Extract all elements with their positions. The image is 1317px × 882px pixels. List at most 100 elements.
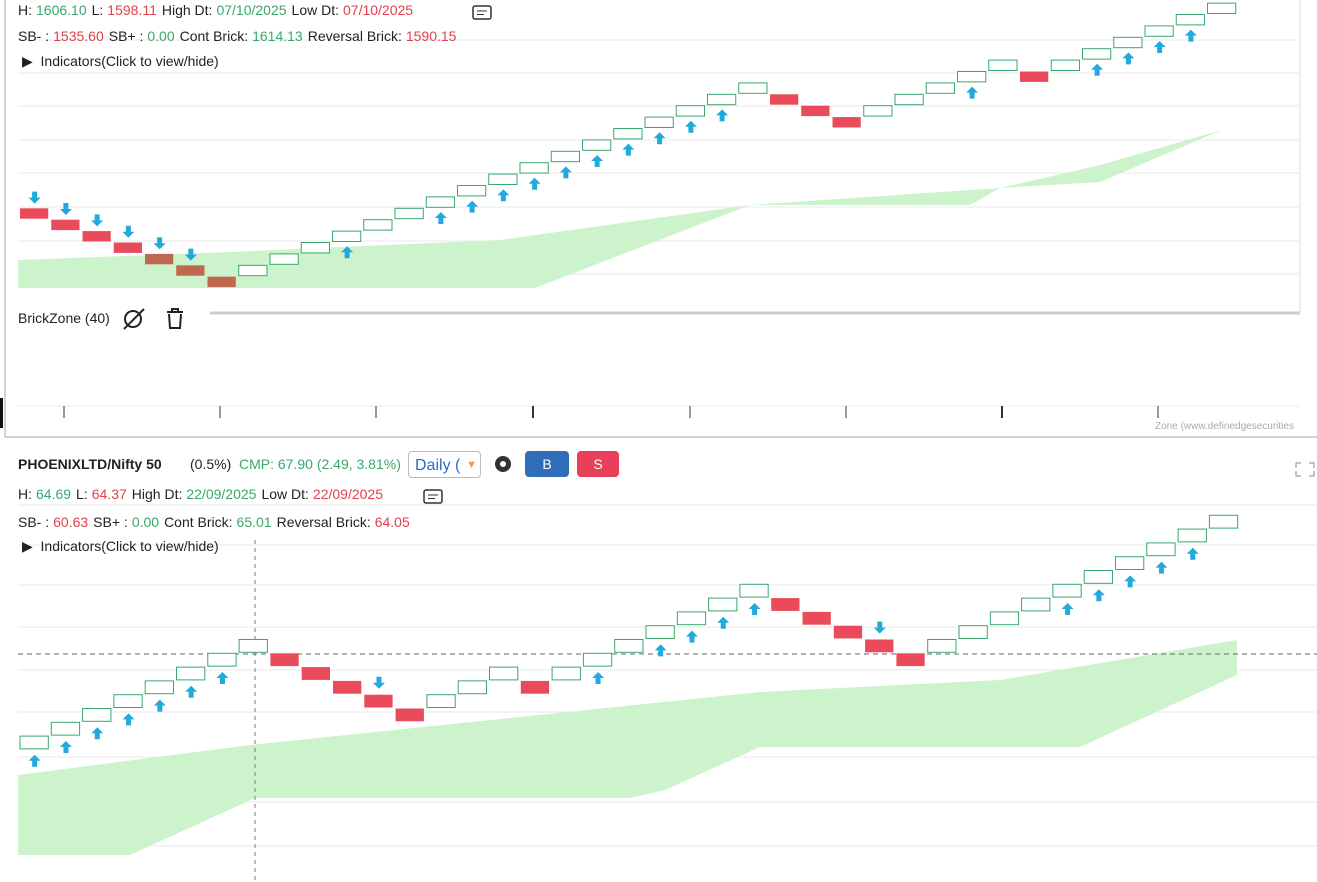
up-arrow <box>966 86 979 99</box>
down-brick <box>20 208 49 219</box>
stat-label: High Dt: <box>131 486 183 502</box>
up-brick <box>113 694 143 709</box>
up-brick <box>958 625 988 640</box>
up-arrow <box>466 200 479 213</box>
up-brick <box>1207 2 1237 14</box>
up-arrow <box>341 246 354 259</box>
down-brick <box>207 276 236 288</box>
stats-row: SB- :1535.60 SB+ :0.00 Cont Brick: 1614.13 R… <box>18 28 461 44</box>
down-arrow <box>184 248 197 261</box>
stat-label: H: <box>18 486 32 502</box>
timeframe: Daily ( <box>415 457 461 474</box>
up-brick <box>708 597 738 612</box>
down-brick <box>865 639 894 653</box>
down-brick <box>364 694 393 708</box>
stat-value: 22/09/2025 <box>186 486 257 502</box>
watermark: Zone (www.definedgesecurities <box>1155 421 1294 432</box>
up-brick <box>363 219 393 231</box>
down-arrow <box>372 676 385 689</box>
indicators-text: Indicators(Click to view/hide) <box>40 53 219 69</box>
up-brick <box>1146 542 1176 557</box>
stat-label: L: <box>91 2 104 18</box>
up-brick <box>488 173 518 186</box>
up-brick <box>457 185 487 197</box>
hide-icon-slash <box>123 308 145 330</box>
delete-icon[interactable] <box>167 308 183 329</box>
up-arrow <box>1092 589 1105 602</box>
stat-label: Cont Brick: <box>164 514 233 530</box>
down-brick <box>145 253 174 265</box>
up-arrow <box>592 672 605 684</box>
up-arrow <box>559 166 572 179</box>
stat-label: L: <box>76 486 88 502</box>
up-brick <box>957 71 987 83</box>
side-handle <box>0 398 3 428</box>
stat-value: 60.63 <box>53 514 89 530</box>
up-brick <box>489 666 519 681</box>
up-arrow <box>1122 52 1135 65</box>
up-brick <box>644 116 674 128</box>
up-arrow <box>28 754 41 767</box>
up-brick <box>582 139 612 151</box>
stat-value: 1606.10 <box>36 2 87 18</box>
up-brick <box>989 611 1020 626</box>
stat-value: 64.69 <box>36 486 72 502</box>
down-arrow <box>28 191 41 204</box>
hide-icon[interactable] <box>124 310 142 328</box>
sell-button[interactable]: S <box>577 451 619 477</box>
expand-icon[interactable] <box>1295 462 1315 477</box>
up-brick <box>676 611 707 626</box>
indicators-toggle[interactable]: ▶ Indicators(Click to view/hide) <box>22 538 219 554</box>
stat-value: 1535.60 <box>53 28 104 44</box>
stat-value: 1598.11 <box>107 2 157 18</box>
up-arrow <box>654 644 667 657</box>
stat-value: 0.00 <box>131 514 160 530</box>
up-brick <box>207 652 237 667</box>
down-brick <box>771 598 800 611</box>
up-brick <box>1052 583 1082 598</box>
down-brick <box>82 231 111 242</box>
up-brick <box>551 666 581 681</box>
up-arrow <box>1124 575 1137 588</box>
down-brick <box>802 611 831 625</box>
up-brick <box>1144 25 1174 37</box>
up-brick <box>739 583 769 598</box>
stat-label: Reversal Brick: <box>307 28 402 44</box>
up-arrow <box>717 616 730 629</box>
stat-label: SB- : <box>18 514 50 530</box>
up-brick <box>1050 59 1080 71</box>
up-arrow <box>622 143 635 156</box>
stats-row: H: 1606.10 L: 1598.11 High Dt: 07/10/2025 Low … <box>18 2 418 18</box>
up-brick <box>988 59 1018 71</box>
up-brick <box>19 735 49 750</box>
buy-button[interactable]: B <box>525 451 569 477</box>
stat-label: SB+ : <box>108 28 144 44</box>
up-arrow <box>1091 63 1104 76</box>
settings-hole <box>500 461 506 467</box>
symbol: PHOENIXLTD/Nifty 50 <box>18 456 162 472</box>
up-arrow <box>497 189 510 202</box>
note-icon[interactable] <box>472 5 492 20</box>
up-brick <box>394 207 424 220</box>
up-brick <box>269 253 299 265</box>
note-icon[interactable] <box>423 489 443 504</box>
up-arrow <box>653 132 666 145</box>
up-brick <box>332 230 362 243</box>
indicators-toggle[interactable]: ▶ Indicators(Click to view/hide) <box>22 53 219 69</box>
zone <box>18 130 1222 288</box>
timeframe-select[interactable]: Daily (▼ <box>408 451 481 478</box>
stat-label: Low Dt: <box>291 2 339 18</box>
stat-label: SB+ : <box>93 514 128 530</box>
stat-value: 07/10/2025 <box>343 2 414 18</box>
down-brick <box>832 117 861 128</box>
up-arrow <box>684 120 697 133</box>
down-arrow <box>59 203 72 215</box>
up-brick <box>738 82 768 94</box>
stat-value: 22/09/2025 <box>312 486 383 502</box>
up-arrow <box>1155 561 1168 574</box>
up-arrow <box>59 741 72 753</box>
up-arrow <box>91 727 104 740</box>
down-brick <box>333 680 362 694</box>
